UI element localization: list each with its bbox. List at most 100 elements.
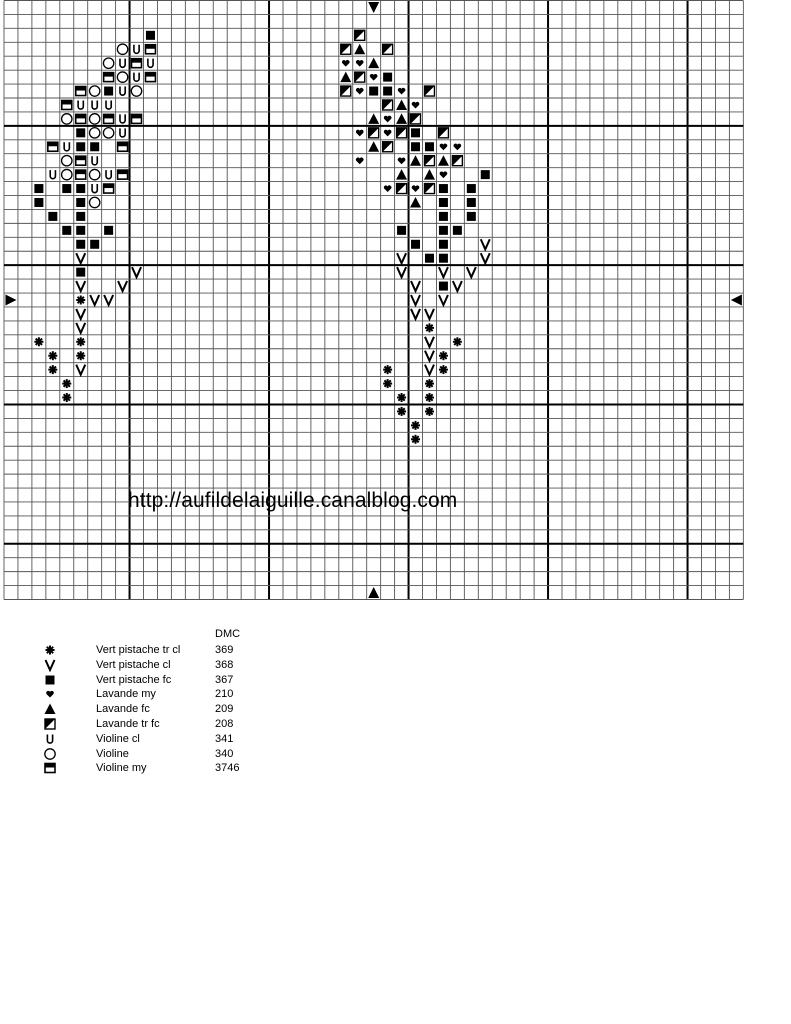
stitch-half-icon <box>340 85 352 97</box>
stitch-square-icon <box>424 142 434 152</box>
stitch-v-icon <box>479 238 491 252</box>
grid-lines <box>3 0 744 600</box>
stitch-circle-icon <box>60 113 73 125</box>
stitch-heart-icon <box>453 143 462 151</box>
stitch-v-icon <box>438 266 449 280</box>
stitch-square-icon <box>104 86 114 96</box>
stitch-star-icon <box>383 365 393 375</box>
stitch-v-icon <box>410 308 421 322</box>
legend-item: Vert pistache cl 368 <box>0 658 300 673</box>
stitch-heart-icon <box>369 73 378 81</box>
center-marker-left-icon <box>730 294 742 306</box>
stitch-star-icon <box>452 337 462 347</box>
legend-symbol-triangle-icon <box>44 703 56 715</box>
stitch-circle-icon <box>130 85 143 97</box>
stitch-v-icon <box>424 336 435 350</box>
stitch-half-icon <box>395 182 408 195</box>
stitch-square-icon <box>438 225 448 235</box>
legend-color-name: Violine my <box>96 762 147 775</box>
legend-symbol-v-icon <box>44 659 56 672</box>
stitch-box-icon <box>47 141 59 153</box>
legend-color-name: Lavande fc <box>96 703 150 716</box>
stitch-v-icon <box>451 280 463 294</box>
stitch-star-icon <box>383 379 393 389</box>
legend-dmc-number: 208 <box>215 718 234 730</box>
stitch-triangle-icon <box>396 169 408 180</box>
stitch-heart-icon <box>397 87 406 95</box>
stitch-box-icon <box>116 141 129 153</box>
stitch-triangle-icon <box>410 196 422 208</box>
stitch-square-icon <box>62 225 72 235</box>
legend-color-name: Vert pistache tr cl <box>96 644 181 656</box>
stitch-half-icon <box>354 71 366 83</box>
stitch-v-icon <box>75 322 87 336</box>
stitch-half-icon <box>395 127 408 139</box>
stitch-square-icon <box>145 30 155 40</box>
stitch-v-icon <box>75 252 87 266</box>
stitch-star-icon <box>48 365 58 375</box>
stitch-v-icon <box>75 280 87 294</box>
stitch-box-icon <box>102 183 115 194</box>
stitch-half-icon <box>409 113 422 125</box>
stitch-triangle-icon <box>396 99 408 110</box>
stitch-circle-icon <box>116 71 129 83</box>
stitch-star-icon <box>76 337 86 347</box>
legend-item: Vert pistache tr cl 369 <box>0 643 300 658</box>
stitch-circle-icon <box>88 126 101 139</box>
stitch-u-icon <box>91 100 99 110</box>
stitch-star-icon <box>411 434 421 444</box>
stitch-v-icon <box>438 294 449 308</box>
stitch-box-icon <box>102 113 115 125</box>
stitch-heart-icon <box>411 101 420 109</box>
stitch-square-icon <box>438 211 448 221</box>
stitch-star-icon <box>438 351 448 361</box>
stitch-heart-icon <box>355 157 364 165</box>
stitch-square-icon <box>411 142 421 152</box>
stitch-v-icon <box>396 266 407 280</box>
legend-dmc-number: 341 <box>215 732 234 745</box>
center-marker-up-icon <box>368 587 380 599</box>
stitch-heart-icon <box>439 143 448 151</box>
stitch-star-icon <box>397 406 407 416</box>
stitch-triangle-icon <box>396 113 408 124</box>
stitch-u-icon <box>119 128 126 138</box>
stitch-v-icon <box>117 280 128 294</box>
stitch-v-icon <box>410 280 421 294</box>
stitch-v-icon <box>103 294 115 308</box>
stitch-triangle-icon <box>368 57 380 69</box>
legend-item: Violine cl 341 <box>0 732 300 747</box>
stitch-square-icon <box>62 184 72 194</box>
legend-item: Vert pistache fc 367 <box>0 673 300 688</box>
stitch-heart-icon <box>341 60 350 67</box>
stitch-box-icon <box>130 113 143 125</box>
stitch-circle-icon <box>88 85 101 97</box>
stitches <box>34 29 491 444</box>
legend-symbol-half-icon <box>44 718 56 730</box>
stitch-heart-icon <box>439 171 448 179</box>
stitch-heart-icon <box>383 129 392 137</box>
stitch-half-icon <box>423 182 436 195</box>
stitch-box-icon <box>102 71 115 83</box>
stitch-square-icon <box>76 128 86 138</box>
stitch-u-icon <box>147 58 154 69</box>
stitch-square-icon <box>438 184 448 194</box>
stitch-half-icon <box>381 99 394 111</box>
legend-symbol-square-icon <box>45 675 55 685</box>
stitch-box-icon <box>74 85 87 97</box>
stitch-half-icon <box>340 43 352 55</box>
stitch-square-icon <box>438 281 448 291</box>
legend-symbol-star-icon <box>45 645 55 655</box>
legend-dmc-number: 367 <box>215 673 234 686</box>
stitch-half-icon <box>367 127 380 139</box>
stitch-v-icon <box>424 308 435 322</box>
stitch-circle-icon <box>88 168 101 181</box>
stitch-u-icon <box>119 114 126 124</box>
cross-stitch-chart <box>3 0 744 600</box>
stitch-star-icon <box>34 337 44 347</box>
stitch-star-icon <box>397 393 407 403</box>
stitch-star-icon <box>48 351 58 361</box>
stitch-u-icon <box>105 170 113 180</box>
legend-item: Violine my 3746 <box>0 761 300 776</box>
legend-color-name: Violine <box>96 747 129 760</box>
stitch-triangle-icon <box>410 155 422 166</box>
